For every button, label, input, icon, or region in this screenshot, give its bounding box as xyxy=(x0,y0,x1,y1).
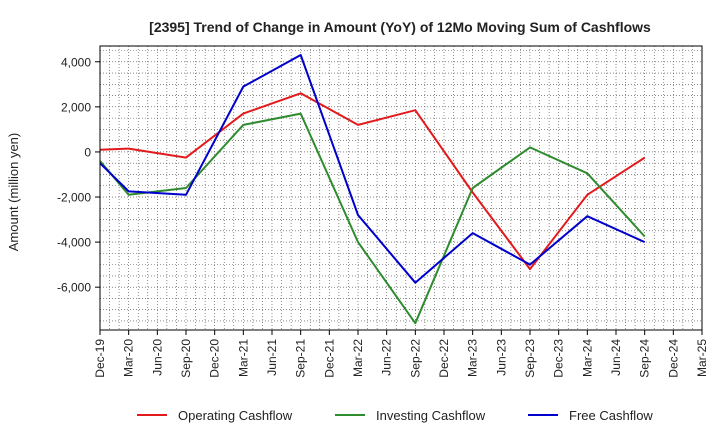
x-tick-label: Dec-21 xyxy=(322,339,336,378)
legend-label: Operating Cashflow xyxy=(178,408,293,423)
y-tick-label: -4,000 xyxy=(57,236,91,250)
y-tick-label: 0 xyxy=(84,145,91,159)
series-lines xyxy=(99,54,646,325)
series-line-operating-cashflow xyxy=(99,92,646,271)
x-tick-label: Sep-20 xyxy=(179,339,193,378)
x-tick-label: Sep-24 xyxy=(638,339,652,378)
x-tick-label: Mar-23 xyxy=(466,339,480,377)
legend: Operating Cashflow Investing Cashflow Free… xyxy=(137,408,653,423)
x-tick-label: Mar-25 xyxy=(695,339,709,377)
x-tick-label: Dec-22 xyxy=(437,339,451,378)
x-tick-label: Sep-23 xyxy=(523,339,537,378)
y-tick-label: 2,000 xyxy=(61,100,91,114)
y-axis-label: Amount (million yen) xyxy=(6,133,21,252)
legend-item-free-cashflow: Free Cashflow xyxy=(528,408,653,423)
legend-item-investing-cashflow: Investing Cashflow xyxy=(335,408,486,423)
series-line-free-cashflow xyxy=(99,54,646,284)
x-tick-label: Mar-21 xyxy=(236,339,250,377)
plot-frame xyxy=(99,45,703,331)
x-tick-label: Jun-22 xyxy=(380,339,394,376)
y-tick-label: -2,000 xyxy=(57,191,91,205)
legend-item-operating-cashflow: Operating Cashflow xyxy=(137,408,293,423)
y-tick-label: 4,000 xyxy=(61,55,91,69)
legend-label: Investing Cashflow xyxy=(376,408,486,423)
y-tick-label: -6,000 xyxy=(57,281,91,295)
x-tick-label: Dec-20 xyxy=(208,339,222,378)
x-tick-label: Dec-19 xyxy=(93,339,107,378)
x-tick-label: Mar-22 xyxy=(351,339,365,377)
x-tick-label: Sep-21 xyxy=(294,339,308,378)
x-tick-label: Mar-20 xyxy=(122,339,136,377)
chart-title: [2395] Trend of Change in Amount (YoY) o… xyxy=(149,19,651,35)
x-tick-label: Jun-24 xyxy=(609,339,623,376)
x-tick-label: Dec-24 xyxy=(666,339,680,378)
x-tick-label: Mar-24 xyxy=(580,339,594,377)
legend-label: Free Cashflow xyxy=(569,408,653,423)
axes: 4,000 2,000 0 -2,000 -4,000 -6,000 Dec-19 Mar-2… xyxy=(57,45,709,378)
x-tick-label: Jun-23 xyxy=(494,339,508,376)
x-tick-label: Jun-20 xyxy=(150,339,164,376)
series-line-investing-cashflow xyxy=(99,112,646,325)
x-tick-label: Dec-23 xyxy=(552,339,566,378)
x-tick-label: Jun-21 xyxy=(265,339,279,376)
grid-lines xyxy=(100,46,702,330)
x-tick-label: Sep-22 xyxy=(408,339,422,378)
